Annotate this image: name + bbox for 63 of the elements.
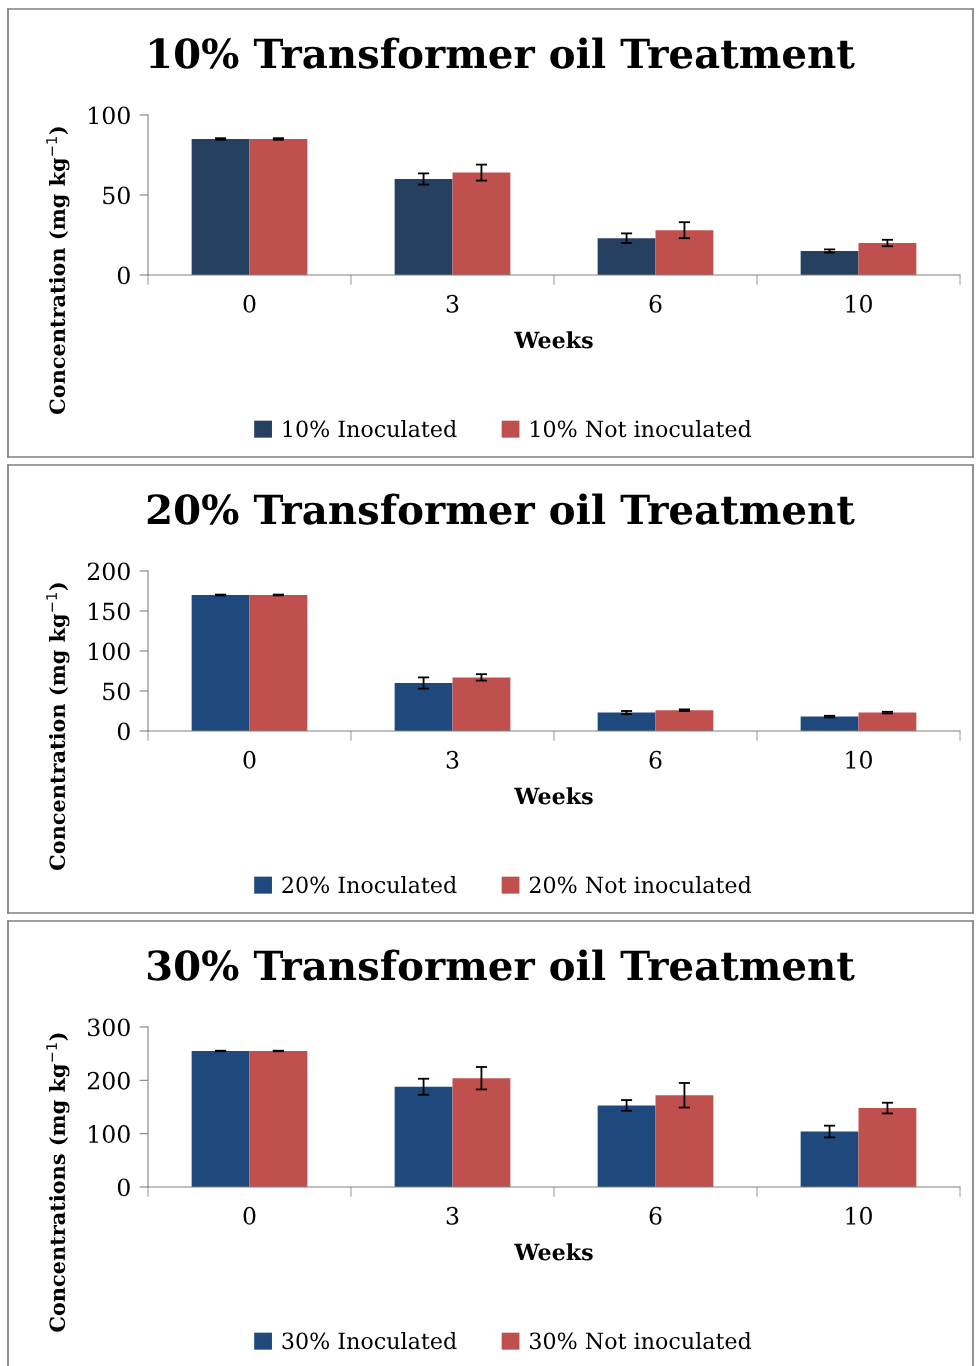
y-tick-label: 200 bbox=[87, 1071, 130, 1090]
bar bbox=[800, 1131, 859, 1187]
y-tick-label: 150 bbox=[89, 602, 130, 621]
bar bbox=[655, 1095, 714, 1187]
x-tick-label: 10 bbox=[846, 294, 872, 313]
y-axis-title: Concentration (mg kg$^{−1}$) bbox=[46, 127, 70, 414]
legend-label: 30% Inoculated bbox=[282, 1332, 457, 1350]
bar bbox=[655, 230, 714, 275]
bar bbox=[249, 139, 308, 275]
x-tick-label: 6 bbox=[649, 750, 662, 769]
bar bbox=[191, 595, 250, 731]
bar bbox=[655, 710, 714, 731]
legend-label: 30% Not inoculated bbox=[530, 1332, 752, 1350]
x-tick-label: 0 bbox=[243, 750, 256, 769]
chart-title: 20% Transformer oil Treatment bbox=[147, 493, 855, 525]
y-axis-title: Concentrations (mg kg$^{−1}$) bbox=[46, 1033, 70, 1332]
chart-title: 10% Transformer oil Treatment bbox=[150, 37, 855, 69]
bar bbox=[249, 1051, 308, 1187]
x-axis-title: Weeks bbox=[514, 787, 593, 805]
bar bbox=[858, 712, 917, 731]
legend-label: 10% Inoculated bbox=[283, 420, 457, 438]
x-tick-label: 10 bbox=[846, 1206, 872, 1225]
bar bbox=[858, 1108, 917, 1187]
bar bbox=[394, 1086, 453, 1187]
x-tick-label: 3 bbox=[446, 750, 459, 769]
y-tick-label: 100 bbox=[89, 106, 130, 125]
x-tick-label: 3 bbox=[446, 294, 459, 313]
y-tick-label: 0 bbox=[117, 722, 130, 741]
y-tick-label: 0 bbox=[117, 266, 130, 285]
y-tick-label: 100 bbox=[89, 642, 130, 661]
x-tick-label: 3 bbox=[446, 1206, 459, 1225]
legend-label: 10% Not inoculated bbox=[531, 420, 752, 438]
bar bbox=[597, 1105, 656, 1187]
legend-label: 20% Not inoculated bbox=[529, 876, 752, 894]
bar bbox=[452, 1078, 511, 1187]
y-tick-label: 100 bbox=[89, 1125, 130, 1143]
bar bbox=[597, 712, 656, 731]
bar bbox=[249, 595, 308, 731]
x-tick-label: 6 bbox=[649, 1206, 662, 1225]
y-tick-label: 50 bbox=[103, 186, 130, 205]
bar bbox=[394, 683, 453, 731]
x-axis-title: Weeks bbox=[514, 1243, 593, 1261]
bar bbox=[858, 243, 917, 275]
bar bbox=[597, 238, 656, 275]
bar bbox=[800, 716, 859, 731]
legend-label: 20% Inoculated bbox=[282, 876, 457, 894]
y-tick-label: 200 bbox=[87, 562, 130, 581]
y-axis-title: Concentration (mg kg$^{−1}$) bbox=[46, 583, 70, 870]
y-tick-label: 0 bbox=[117, 1178, 130, 1197]
y-tick-label: 300 bbox=[88, 1018, 130, 1037]
bar bbox=[452, 677, 511, 731]
bar bbox=[800, 251, 859, 275]
bar bbox=[394, 179, 453, 275]
y-tick-label: 50 bbox=[103, 682, 130, 701]
x-tick-label: 0 bbox=[243, 294, 256, 313]
bar bbox=[191, 139, 250, 275]
x-axis-title: Weeks bbox=[514, 331, 593, 349]
chart-title: 30% Transformer oil Treatment bbox=[147, 949, 855, 981]
bar bbox=[191, 1051, 250, 1187]
x-tick-label: 6 bbox=[649, 294, 662, 313]
x-tick-label: 0 bbox=[243, 1206, 256, 1225]
x-tick-label: 10 bbox=[846, 750, 872, 769]
bar bbox=[452, 172, 511, 275]
